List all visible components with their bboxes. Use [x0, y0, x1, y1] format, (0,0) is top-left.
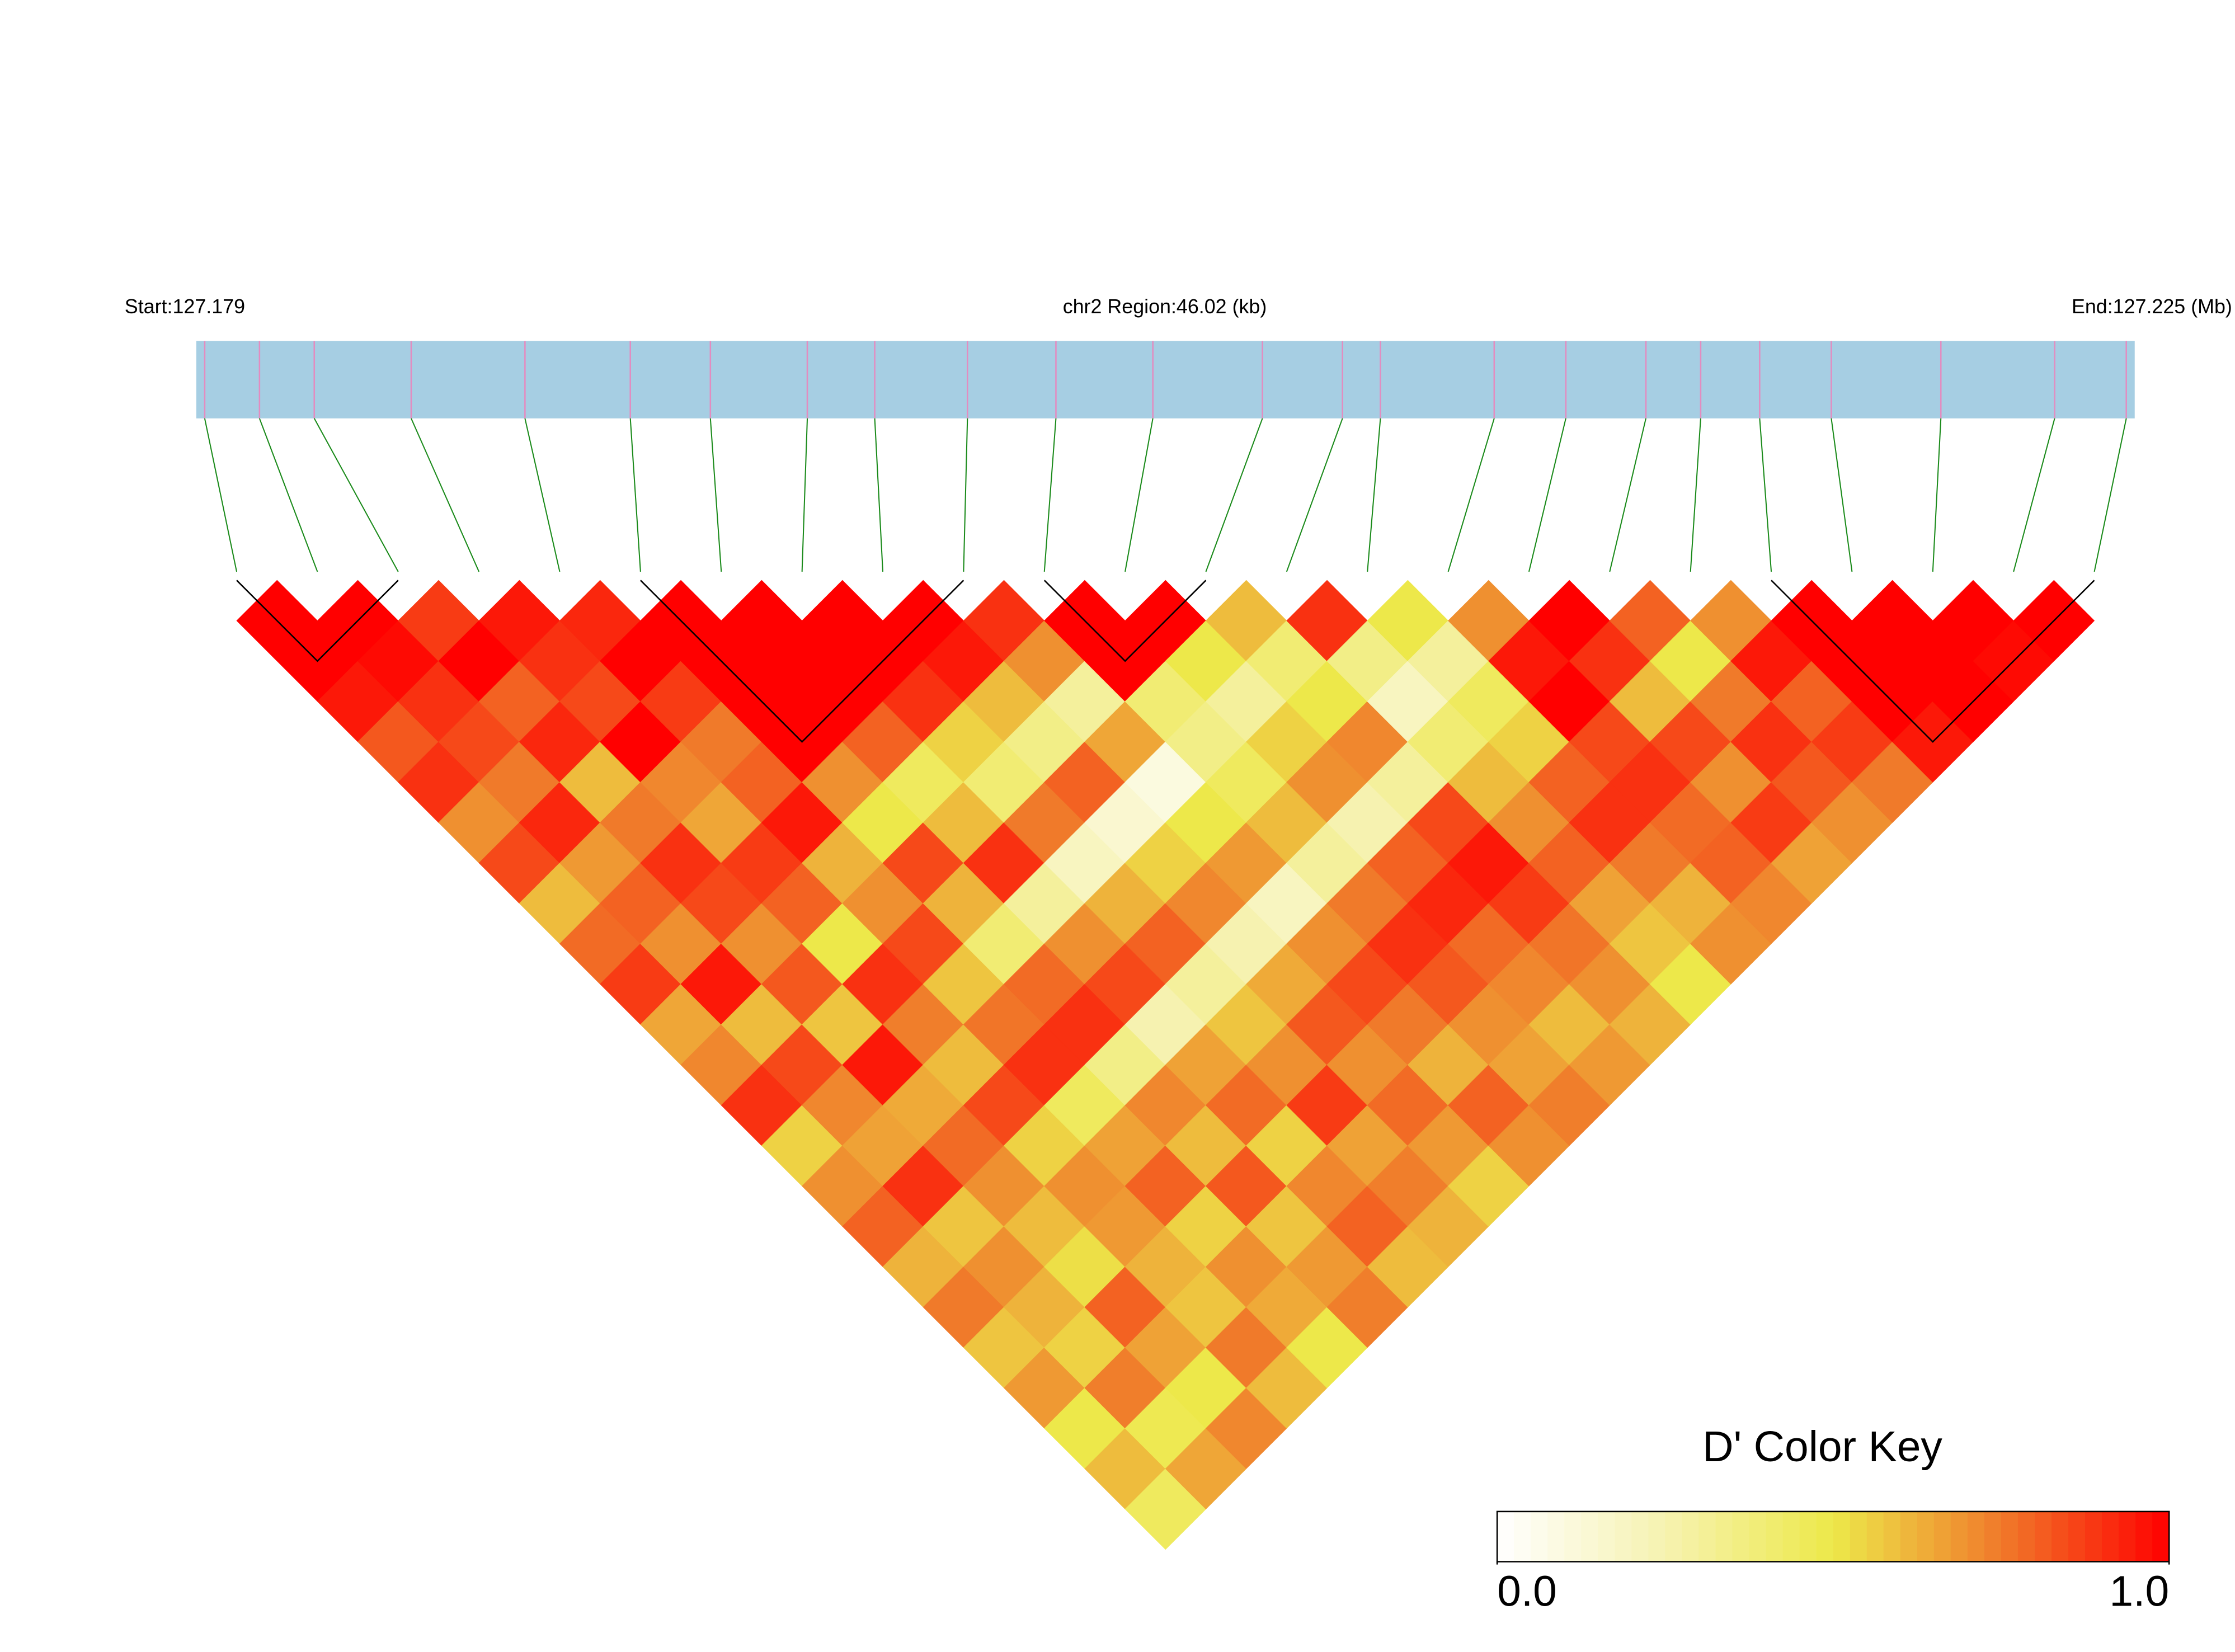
color-key-swatch [1732, 1511, 1750, 1562]
color-key-swatch [1766, 1511, 1784, 1562]
snp-link [1286, 418, 1343, 572]
color-key-swatch [2085, 1511, 2103, 1562]
color-key-swatch [1665, 1511, 1683, 1562]
snp-link [204, 418, 238, 572]
color-key-swatch [2152, 1511, 2170, 1562]
snp-link [1124, 418, 1154, 572]
snp-link [1043, 418, 1057, 572]
snp-link [2013, 418, 2055, 572]
color-key-swatch [1833, 1511, 1851, 1562]
snp-link [1759, 418, 1772, 572]
color-key-swatch [1564, 1511, 1582, 1562]
color-key-swatch [1782, 1511, 1800, 1562]
snp-link [1690, 418, 1701, 572]
color-key-swatch [1866, 1511, 1885, 1562]
color-key-swatch [1698, 1511, 1716, 1562]
color-key-swatch [1900, 1511, 1918, 1562]
color-key-swatch [1883, 1511, 1902, 1562]
snp-link [1367, 418, 1381, 572]
snp-link [1205, 418, 1263, 572]
color-key-swatch [1984, 1511, 2002, 1562]
color-key-swatch [1598, 1511, 1616, 1562]
snp-link [524, 418, 561, 572]
color-key-swatch [2017, 1511, 2036, 1562]
key-title: D' Color Key [1702, 1423, 1942, 1471]
key-tick-label: 0.0 [1497, 1568, 1557, 1616]
snp-link [874, 418, 884, 572]
snp-link [629, 418, 641, 572]
region-label: chr2 Region:46.02 (kb) [1063, 295, 1267, 318]
color-key-frame [1496, 1510, 2170, 1562]
snp-link [411, 418, 480, 572]
snp-link [1447, 418, 1495, 572]
color-key-swatch [1514, 1511, 1532, 1562]
snp-link [2093, 418, 2127, 572]
snp-link [313, 418, 399, 572]
snp-link [963, 418, 968, 572]
color-key-swatch [1749, 1511, 1767, 1562]
color-key-swatch [1648, 1511, 1666, 1562]
key-tick-label: 1.0 [2109, 1568, 2169, 1616]
ld-block [236, 580, 399, 662]
ld-block [1771, 580, 2095, 743]
color-key-swatch [2001, 1511, 2019, 1562]
snp-link [1609, 418, 1646, 572]
snp-link [258, 418, 318, 572]
color-key-swatch [1799, 1511, 1817, 1562]
snp-link [1932, 418, 1942, 572]
ld-block [1043, 580, 1207, 662]
color-key-swatch [1497, 1511, 1515, 1562]
start-label: Start:127.179 [125, 295, 245, 318]
snp-link [1831, 418, 1853, 572]
color-key-swatch [1715, 1511, 1733, 1562]
color-key-swatch [2102, 1511, 2120, 1562]
color-key-swatch [1816, 1511, 1834, 1562]
color-key-swatch [2135, 1511, 2153, 1562]
color-key-swatch [1917, 1511, 1935, 1562]
color-key-swatch [1581, 1511, 1599, 1562]
color-key-swatch [1850, 1511, 1868, 1562]
color-key-swatch [2052, 1511, 2069, 1562]
color-key-swatch [1631, 1511, 1649, 1562]
color-key-swatch [1682, 1511, 1700, 1562]
color-key-swatch [1950, 1511, 1969, 1562]
snp-bar [196, 341, 2135, 418]
color-key-swatch [2034, 1511, 2053, 1562]
color-key-swatch [1531, 1511, 1549, 1562]
ld-block [639, 580, 964, 743]
color-key-swatch [1967, 1511, 1985, 1562]
color-key-swatch [2068, 1511, 2086, 1562]
snp-link [801, 418, 808, 572]
end-label: End:127.225 (Mb) [2072, 295, 2232, 318]
color-key-swatch [1933, 1511, 1952, 1562]
snp-link [1528, 418, 1566, 572]
color-key-swatch [1547, 1511, 1565, 1562]
color-key-swatch [1615, 1511, 1632, 1562]
color-key-swatch [2119, 1511, 2137, 1562]
snp-link [709, 418, 722, 572]
